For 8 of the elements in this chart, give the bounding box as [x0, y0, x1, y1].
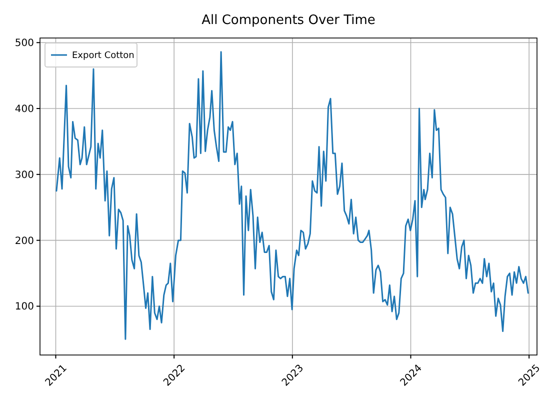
chart-title: All Components Over Time	[202, 13, 376, 28]
line-series	[56, 51, 529, 340]
y-tick-label: 500	[14, 38, 34, 50]
y-tick-label: 200	[14, 236, 34, 247]
y-tick-label: 300	[14, 170, 34, 181]
legend-label: Export Cotton	[72, 51, 134, 62]
y-tick-label: 400	[14, 104, 34, 116]
y-tick-label: 100	[14, 302, 34, 313]
